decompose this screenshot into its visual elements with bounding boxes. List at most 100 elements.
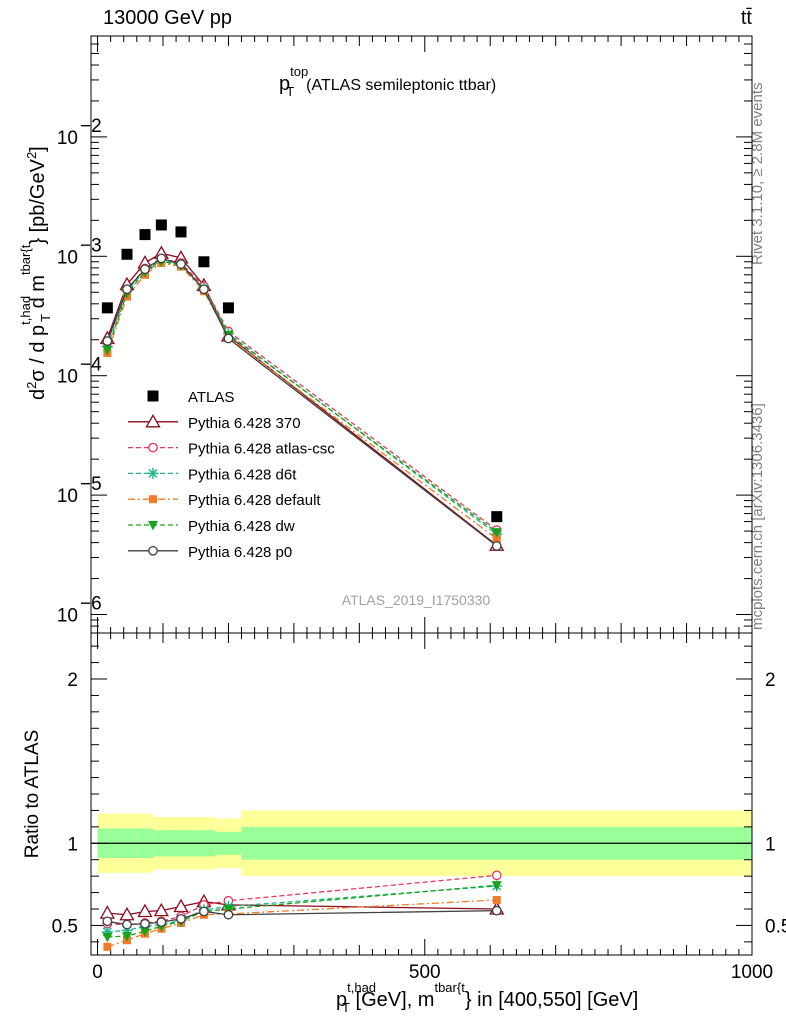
- data-point-atlas: [198, 256, 210, 268]
- ratio-point-p370: [153, 902, 169, 917]
- ratio-point-dw: [139, 927, 150, 937]
- ratio-ytick-label-right: 1: [765, 834, 776, 855]
- legend-marker-p0: [148, 545, 158, 556]
- legend-marker-d6t: [147, 467, 159, 479]
- main-title: ptop T (ATLAS semileptonic ttbar): [279, 64, 496, 99]
- legend-label-p0: Pythia 6.428 p0: [188, 544, 292, 561]
- data-point-p0: [176, 259, 186, 269]
- ratio-point-p0: [176, 914, 186, 924]
- ratio-point-dw: [491, 881, 502, 891]
- data-point-atlas: [155, 219, 167, 231]
- ratio-ytick-label-right: 0.5: [765, 916, 786, 937]
- legend-label-p370: Pythia 6.428 370: [188, 415, 301, 432]
- data-point-atlas: [222, 302, 234, 314]
- main-ylabel-part: 2: [24, 382, 39, 389]
- ratio-point-p370: [99, 905, 115, 919]
- data-point-atlas: [121, 248, 133, 260]
- ratio-xlabel-part: } in [400,550] [GeV]: [465, 989, 638, 1011]
- ratio-ytick-label-right: 2: [765, 670, 776, 691]
- legend-item-d6t: Pythia 6.428 d6t: [128, 466, 297, 483]
- data-point-p0: [199, 284, 209, 295]
- main-ylabel: d2σ / d pt,had T d mtbar{t} [pb/GeV2]: [18, 146, 53, 400]
- ratio-point-p0: [223, 909, 234, 920]
- side-label-mcplots: mcplots.cern.ch [arXiv:1306.3436]: [749, 403, 766, 630]
- data-point-dw: [491, 528, 502, 538]
- main-ylabel-part: tbar{t: [18, 244, 33, 275]
- main-ylabel-part: 2: [24, 152, 39, 159]
- ratio-xlabel-part: [GeV], m: [350, 989, 434, 1011]
- ratio-ytick-label-left: 1: [67, 834, 78, 855]
- data-point-p0: [140, 264, 150, 275]
- main-ylabel-part: σ / d p: [27, 325, 49, 382]
- main-ylabel-part: d m: [27, 275, 49, 314]
- ratio-xtick-label: 500: [409, 962, 441, 983]
- legend-item-default: Pythia 6.428 default: [128, 492, 321, 509]
- legend-item-atlascsc: Pythia 6.428 atlas-csc: [128, 441, 335, 458]
- data-point-p0: [491, 541, 502, 551]
- main-ytick-label-base: 10: [57, 128, 78, 149]
- data-point-atlas: [491, 511, 503, 523]
- main-ytick-label-base: 10: [57, 606, 78, 627]
- ratio-point-p0: [122, 919, 132, 930]
- data-point-p0: [122, 284, 132, 295]
- ratio-point-default: [103, 942, 112, 951]
- ratio-ylabel: Ratio to ATLAS: [22, 730, 43, 859]
- ratio-point-dw: [223, 905, 234, 915]
- ratio-xlabel-part: tbar{t: [434, 980, 465, 995]
- ratio-xlabel: pt,had T [GeV], mtbar{t} in [400,550] [Ge…: [336, 980, 638, 1015]
- ratio-point-dw: [102, 932, 113, 943]
- ratio-line-atlascsc: [107, 874, 497, 926]
- ratio-xtick-label: 1000: [731, 962, 773, 983]
- ratio-point-atlascsc: [491, 870, 502, 881]
- legend-item-p0: Pythia 6.428 p0: [128, 544, 292, 561]
- legend-marker-dw: [148, 521, 158, 531]
- legend-item-p370: Pythia 6.428 370: [128, 413, 301, 432]
- ratio-point-p370: [137, 903, 153, 918]
- legend-label-default: Pythia 6.428 default: [188, 492, 321, 509]
- ratio-xtick-label: 0: [92, 962, 103, 983]
- data-point-p0: [102, 336, 113, 346]
- data-point-p0: [156, 253, 167, 264]
- ratio-point-default: [492, 895, 501, 904]
- ratio-point-p370: [119, 906, 135, 921]
- legend-label-atlascsc: Pythia 6.428 atlas-csc: [188, 441, 335, 458]
- ratio-point-p0: [140, 918, 150, 929]
- main-ylabel-part: ]: [27, 146, 49, 152]
- ratio-point-d6t: [121, 924, 133, 936]
- legend-label-d6t: Pythia 6.428 d6t: [188, 466, 297, 483]
- ratio-series-p0: [102, 905, 502, 930]
- data-point-dw: [102, 345, 113, 356]
- main-ylabel-part: } [pb/GeV: [27, 158, 49, 244]
- ratio-point-dw: [121, 932, 132, 942]
- ratio-plot-area: 0.5 0.5 1 1 2 2 0 500 1000 Ratio to ATLAS pt,had T …: [22, 632, 786, 1015]
- side-label-rivet: Rivet 3.1.10, ≥ 2.8M events: [749, 83, 766, 266]
- main-ylabel-part: d: [27, 389, 49, 400]
- ratio-line-dw: [107, 884, 497, 938]
- main-ytick-label-base: 10: [57, 367, 78, 388]
- legend-label-atlas: ATLAS: [188, 389, 234, 406]
- legend-marker-atlascsc: [148, 442, 158, 453]
- ratio-series-p370: [99, 893, 505, 921]
- main-title-p: p: [279, 73, 290, 95]
- ratio-point-p0: [199, 906, 209, 917]
- series-atlas: [101, 219, 503, 523]
- ratio-point-p0: [102, 916, 113, 927]
- data-point-atlas: [101, 302, 113, 314]
- series-p0: [102, 253, 502, 551]
- ratio-ytick-label-left: 2: [67, 670, 78, 691]
- main-ytick-label-base: 10: [57, 247, 78, 268]
- ratio-point-p0: [491, 905, 502, 916]
- ratio-point-p0: [156, 917, 167, 927]
- legend-item-atlas: ATLAS: [147, 389, 234, 406]
- ratio-xlabel-part: t,had: [347, 980, 376, 995]
- legend-label-dw: Pythia 6.428 dw: [188, 518, 295, 535]
- main-title-rest: (ATLAS semileptonic ttbar): [306, 77, 496, 94]
- data-point-atlas: [175, 226, 187, 238]
- ratio-ytick-label-left: 0.5: [52, 916, 78, 937]
- legend: ATLAS Pythia 6.428 370 Pythia 6.428 atlas-…: [128, 389, 335, 561]
- data-point-p0: [223, 333, 234, 344]
- ratio-point-p370: [173, 898, 189, 913]
- ratio-point-d6t: [101, 926, 113, 938]
- main-ylabel-part: t,had: [18, 296, 33, 325]
